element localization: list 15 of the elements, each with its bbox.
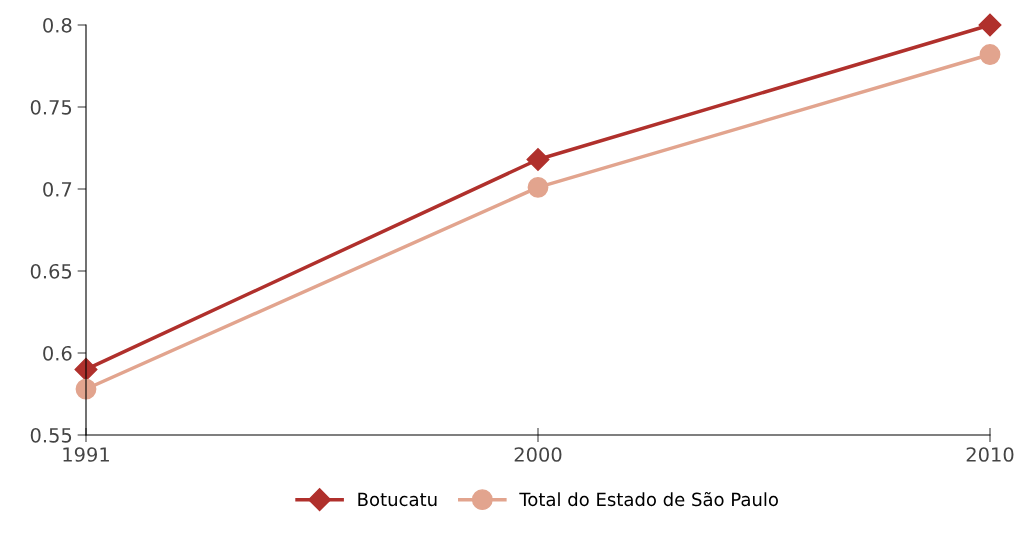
legend-label: Total do Estado de São Paulo [519, 491, 778, 507]
point [527, 176, 549, 198]
y-tick-label: 0.55 [30, 427, 72, 443]
x-tick-label: 1991 [63, 447, 109, 462]
x-tick-label: 2000 [514, 447, 562, 462]
y-tick-label: 0.8 [43, 17, 72, 33]
y-tick-label: 0.75 [30, 99, 72, 115]
point [978, 13, 1002, 37]
y-tick-label: 0.6 [43, 345, 72, 361]
y-tick-label: 0.7 [43, 181, 72, 197]
point [979, 44, 1001, 65]
point [526, 147, 550, 171]
x-tick-label: 2010 [966, 447, 1014, 462]
y-tick-label: 0.65 [30, 263, 72, 279]
legend-label: Botucatu [358, 492, 437, 507]
